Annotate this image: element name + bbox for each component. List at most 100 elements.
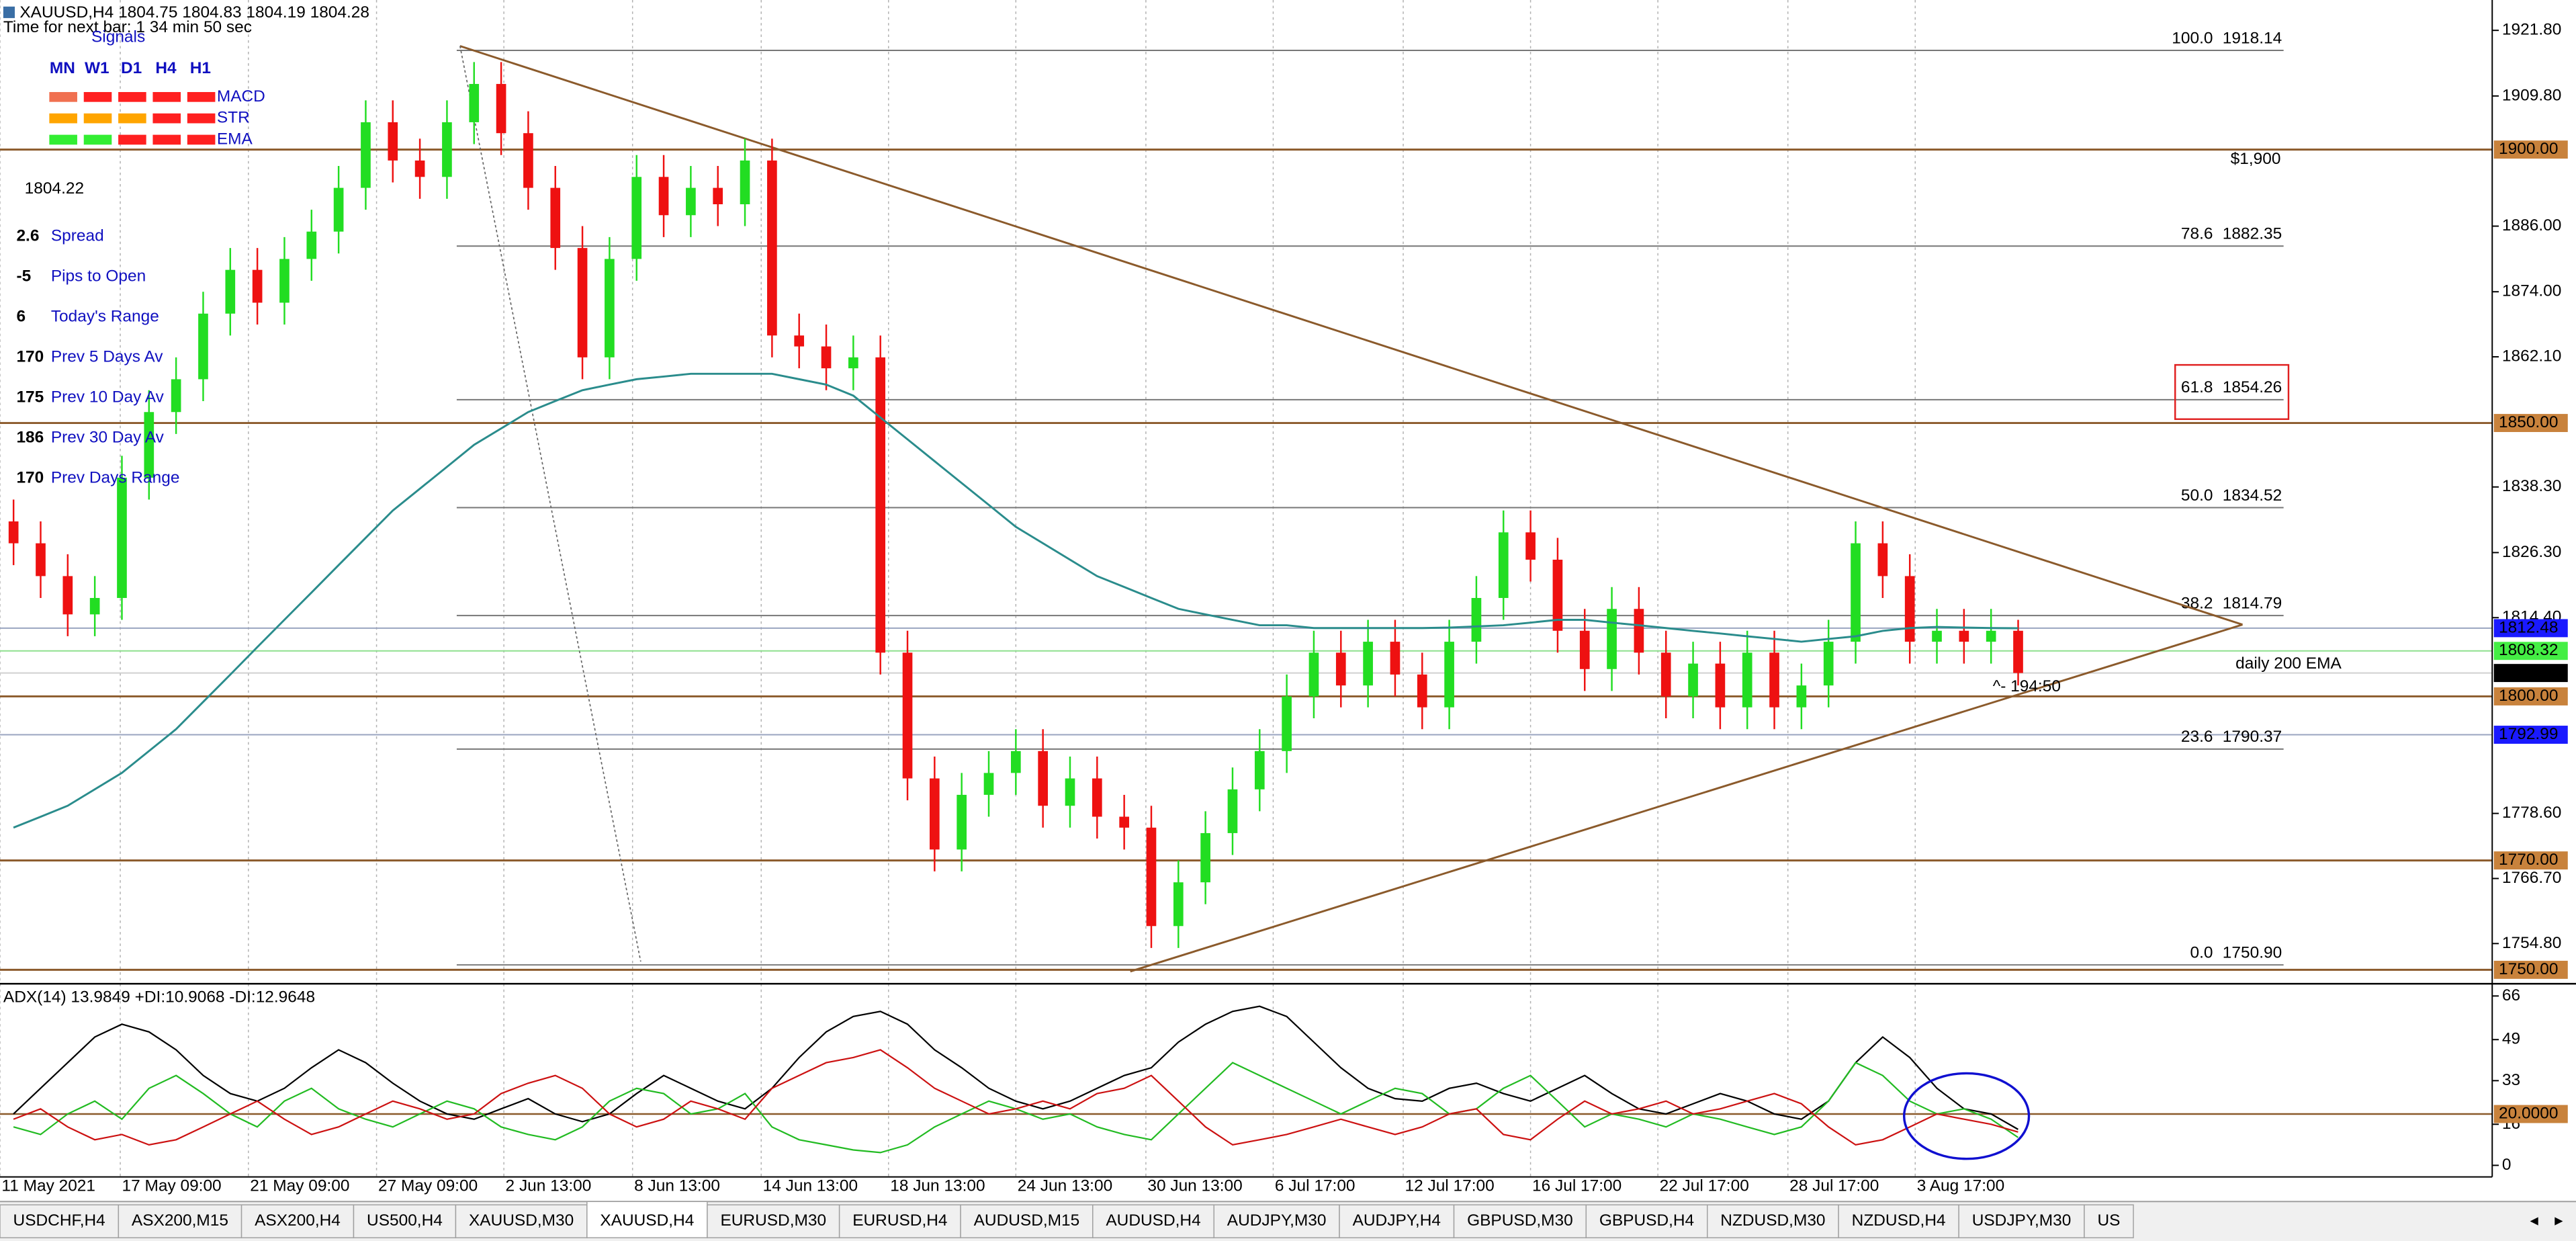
x-tick-label: 18 Jun 13:00 (890, 1177, 985, 1195)
tab-label[interactable]: GBPUSD,M30 (1467, 1211, 1573, 1230)
tab-background[interactable] (240, 1204, 355, 1238)
tab-background[interactable] (2084, 1204, 2134, 1238)
x-tick-label: 8 Jun 13:00 (634, 1177, 720, 1195)
tab[interactable]: US (2084, 1204, 2134, 1238)
candle-body (1390, 642, 1401, 675)
tab-label[interactable]: ASX200,M15 (132, 1211, 228, 1230)
tab-background[interactable] (1707, 1204, 1839, 1238)
candle-body (1038, 751, 1049, 806)
tab[interactable]: AUDJPY,H4 (1339, 1204, 1455, 1238)
tab-background[interactable] (1453, 1204, 1587, 1238)
candle-body (414, 160, 425, 177)
tab[interactable]: NZDUSD,H4 (1838, 1204, 1959, 1238)
tab[interactable]: USDCHF,H4 (0, 1204, 120, 1238)
chart-title: XAUUSD,H4 1804.75 1804.83 1804.19 1804.2… (19, 3, 369, 22)
candle-body (1363, 642, 1373, 686)
tab[interactable]: US500,H4 (353, 1204, 457, 1238)
tab-background[interactable] (960, 1204, 1094, 1238)
candle-body (1607, 609, 1617, 669)
tab-label[interactable]: EURUSD,H4 (852, 1211, 947, 1230)
tab-background[interactable] (1213, 1204, 1340, 1238)
signal-column: D1 (121, 59, 142, 77)
candle-body (930, 778, 940, 850)
candle-body (388, 122, 398, 161)
candle-body (821, 346, 832, 369)
tab-background[interactable] (1585, 1204, 1708, 1238)
marker-label: 1812.48 (2499, 618, 2558, 636)
fib-value: 1882.35 (2223, 225, 2282, 243)
candle-body (1010, 751, 1021, 773)
tab-label[interactable]: XAUUSD,M30 (469, 1211, 574, 1230)
tab-background[interactable] (586, 1201, 708, 1238)
signal-box (49, 134, 77, 145)
tab[interactable]: GBPUSD,M30 (1453, 1204, 1587, 1238)
tab-background[interactable] (1838, 1204, 1959, 1238)
tab-background[interactable] (455, 1204, 588, 1238)
tab-label[interactable]: AUDJPY,M30 (1227, 1211, 1327, 1230)
y-tick-label: 1886.00 (2502, 216, 2561, 234)
ema-label: daily 200 EMA (2235, 654, 2342, 673)
tab-background[interactable] (1958, 1204, 2085, 1238)
signal-panel: Signals MN W1 D1 H4 H1 MACD STR EMA 1804.22 2.6 Sp… (16, 28, 265, 487)
tab[interactable]: USDJPY,M30 (1958, 1204, 2085, 1238)
level-label: 1800.00 (2499, 687, 2558, 705)
candle-body (1444, 642, 1454, 708)
signal-row-label: MACD (217, 87, 265, 105)
tab-background[interactable] (353, 1204, 457, 1238)
candle-body (1146, 827, 1157, 927)
candle-body (1471, 597, 1482, 642)
fib-ratio: 0.0 (2190, 943, 2213, 961)
current-price: 1804.22 (25, 179, 84, 198)
candle-body (1498, 532, 1509, 598)
x-tick-label: 27 May 09:00 (378, 1177, 478, 1195)
candle-body (550, 187, 561, 249)
stat-label: Today's Range (51, 308, 159, 326)
tab-label[interactable]: USDJPY,M30 (1972, 1211, 2072, 1230)
tab-background[interactable] (838, 1204, 961, 1238)
tab[interactable]: EURUSD,M30 (707, 1204, 840, 1238)
tab-label[interactable]: AUDUSD,M15 (974, 1211, 1080, 1230)
x-tick-label: 28 Jul 17:00 (1789, 1177, 1879, 1195)
tab[interactable]: ASX200,H4 (240, 1204, 355, 1238)
tab-label[interactable]: US500,H4 (367, 1211, 443, 1230)
candle-body (1525, 532, 1536, 560)
tab-label[interactable]: XAUUSD,H4 (600, 1211, 694, 1230)
tab-label[interactable]: US (2098, 1211, 2121, 1230)
signal-column: MN (50, 59, 75, 77)
y-tick-label: 1838.30 (2502, 477, 2561, 495)
trend-line (459, 45, 2243, 626)
scroll-right[interactable]: ▸ (2555, 1211, 2563, 1230)
candle-body (983, 773, 994, 795)
tab[interactable]: AUDUSD,H4 (1092, 1204, 1214, 1238)
tab-label[interactable]: USDCHF,H4 (13, 1211, 105, 1230)
level-label: 1850.00 (2499, 413, 2558, 431)
tab[interactable]: XAUUSD,M30 (455, 1204, 588, 1238)
tab[interactable]: ASX200,M15 (118, 1204, 242, 1238)
tab-label[interactable]: AUDUSD,H4 (1106, 1211, 1200, 1230)
chart-icon (3, 6, 15, 18)
tab[interactable]: NZDUSD,M30 (1707, 1204, 1839, 1238)
tab-label[interactable]: NZDUSD,M30 (1720, 1211, 1825, 1230)
tab[interactable]: XAUUSD,H4 (586, 1201, 708, 1238)
tab-background[interactable] (0, 1204, 120, 1238)
x-tick-label: 16 Jul 17:00 (1532, 1177, 1622, 1195)
tab-label[interactable]: AUDJPY,H4 (1353, 1211, 1441, 1230)
tab[interactable]: AUDJPY,M30 (1213, 1204, 1340, 1238)
candle-body (1092, 778, 1102, 817)
stat-label: Prev Days Range (51, 468, 180, 486)
signal-row-label: EMA (217, 130, 253, 148)
tab[interactable]: GBPUSD,H4 (1585, 1204, 1708, 1238)
candle-body (1065, 778, 1075, 806)
indicator-line (13, 1005, 2018, 1130)
candle-body (1742, 652, 1752, 708)
tab[interactable]: AUDUSD,M15 (960, 1204, 1094, 1238)
tab-label[interactable]: NZDUSD,H4 (1852, 1211, 1946, 1230)
tab-label[interactable]: EURUSD,M30 (720, 1211, 826, 1230)
tab[interactable]: EURUSD,H4 (838, 1204, 961, 1238)
tab-label[interactable]: ASX200,H4 (255, 1211, 341, 1230)
scroll-left[interactable]: ◂ (2530, 1211, 2538, 1230)
tab-label[interactable]: GBPUSD,H4 (1599, 1211, 1694, 1230)
indicator-line (13, 1049, 2018, 1146)
